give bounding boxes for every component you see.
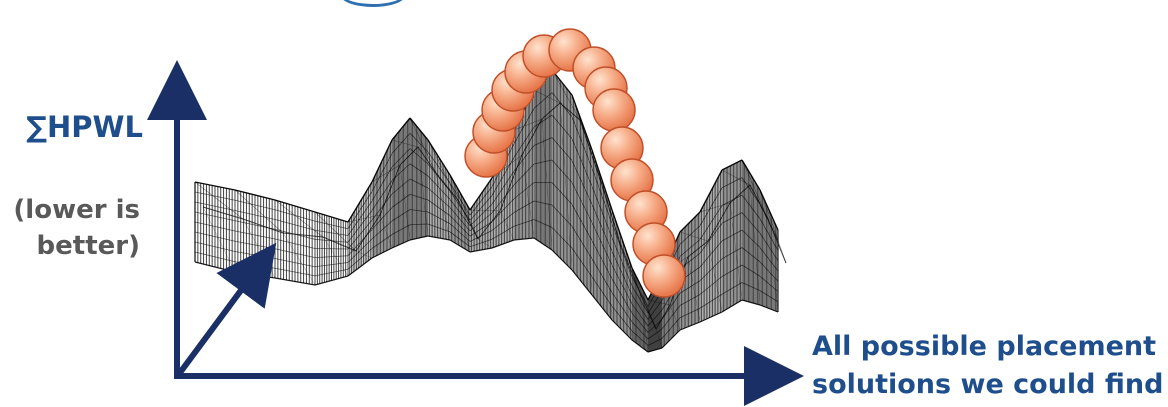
mesh-line	[500, 211, 514, 240]
depth-axis-arrow	[179, 262, 262, 374]
y-axis-note-line1: (lower is	[4, 192, 140, 228]
x-axis-label: All possible placement solutions we coul…	[812, 328, 1162, 404]
mesh-line	[283, 233, 315, 285]
y-axis-note: (lower is better)	[4, 192, 140, 264]
y-axis-note-line2: better)	[4, 228, 140, 264]
trajectory-ball	[643, 255, 685, 297]
y-axis-label: ∑HPWL	[18, 110, 143, 144]
trajectory-ball	[593, 89, 635, 131]
mesh-line	[315, 249, 348, 250]
mesh-line	[203, 207, 235, 272]
x-axis-label-line1: All possible placement	[812, 328, 1162, 366]
x-axis-label-line2: solutions we could find	[812, 366, 1162, 404]
